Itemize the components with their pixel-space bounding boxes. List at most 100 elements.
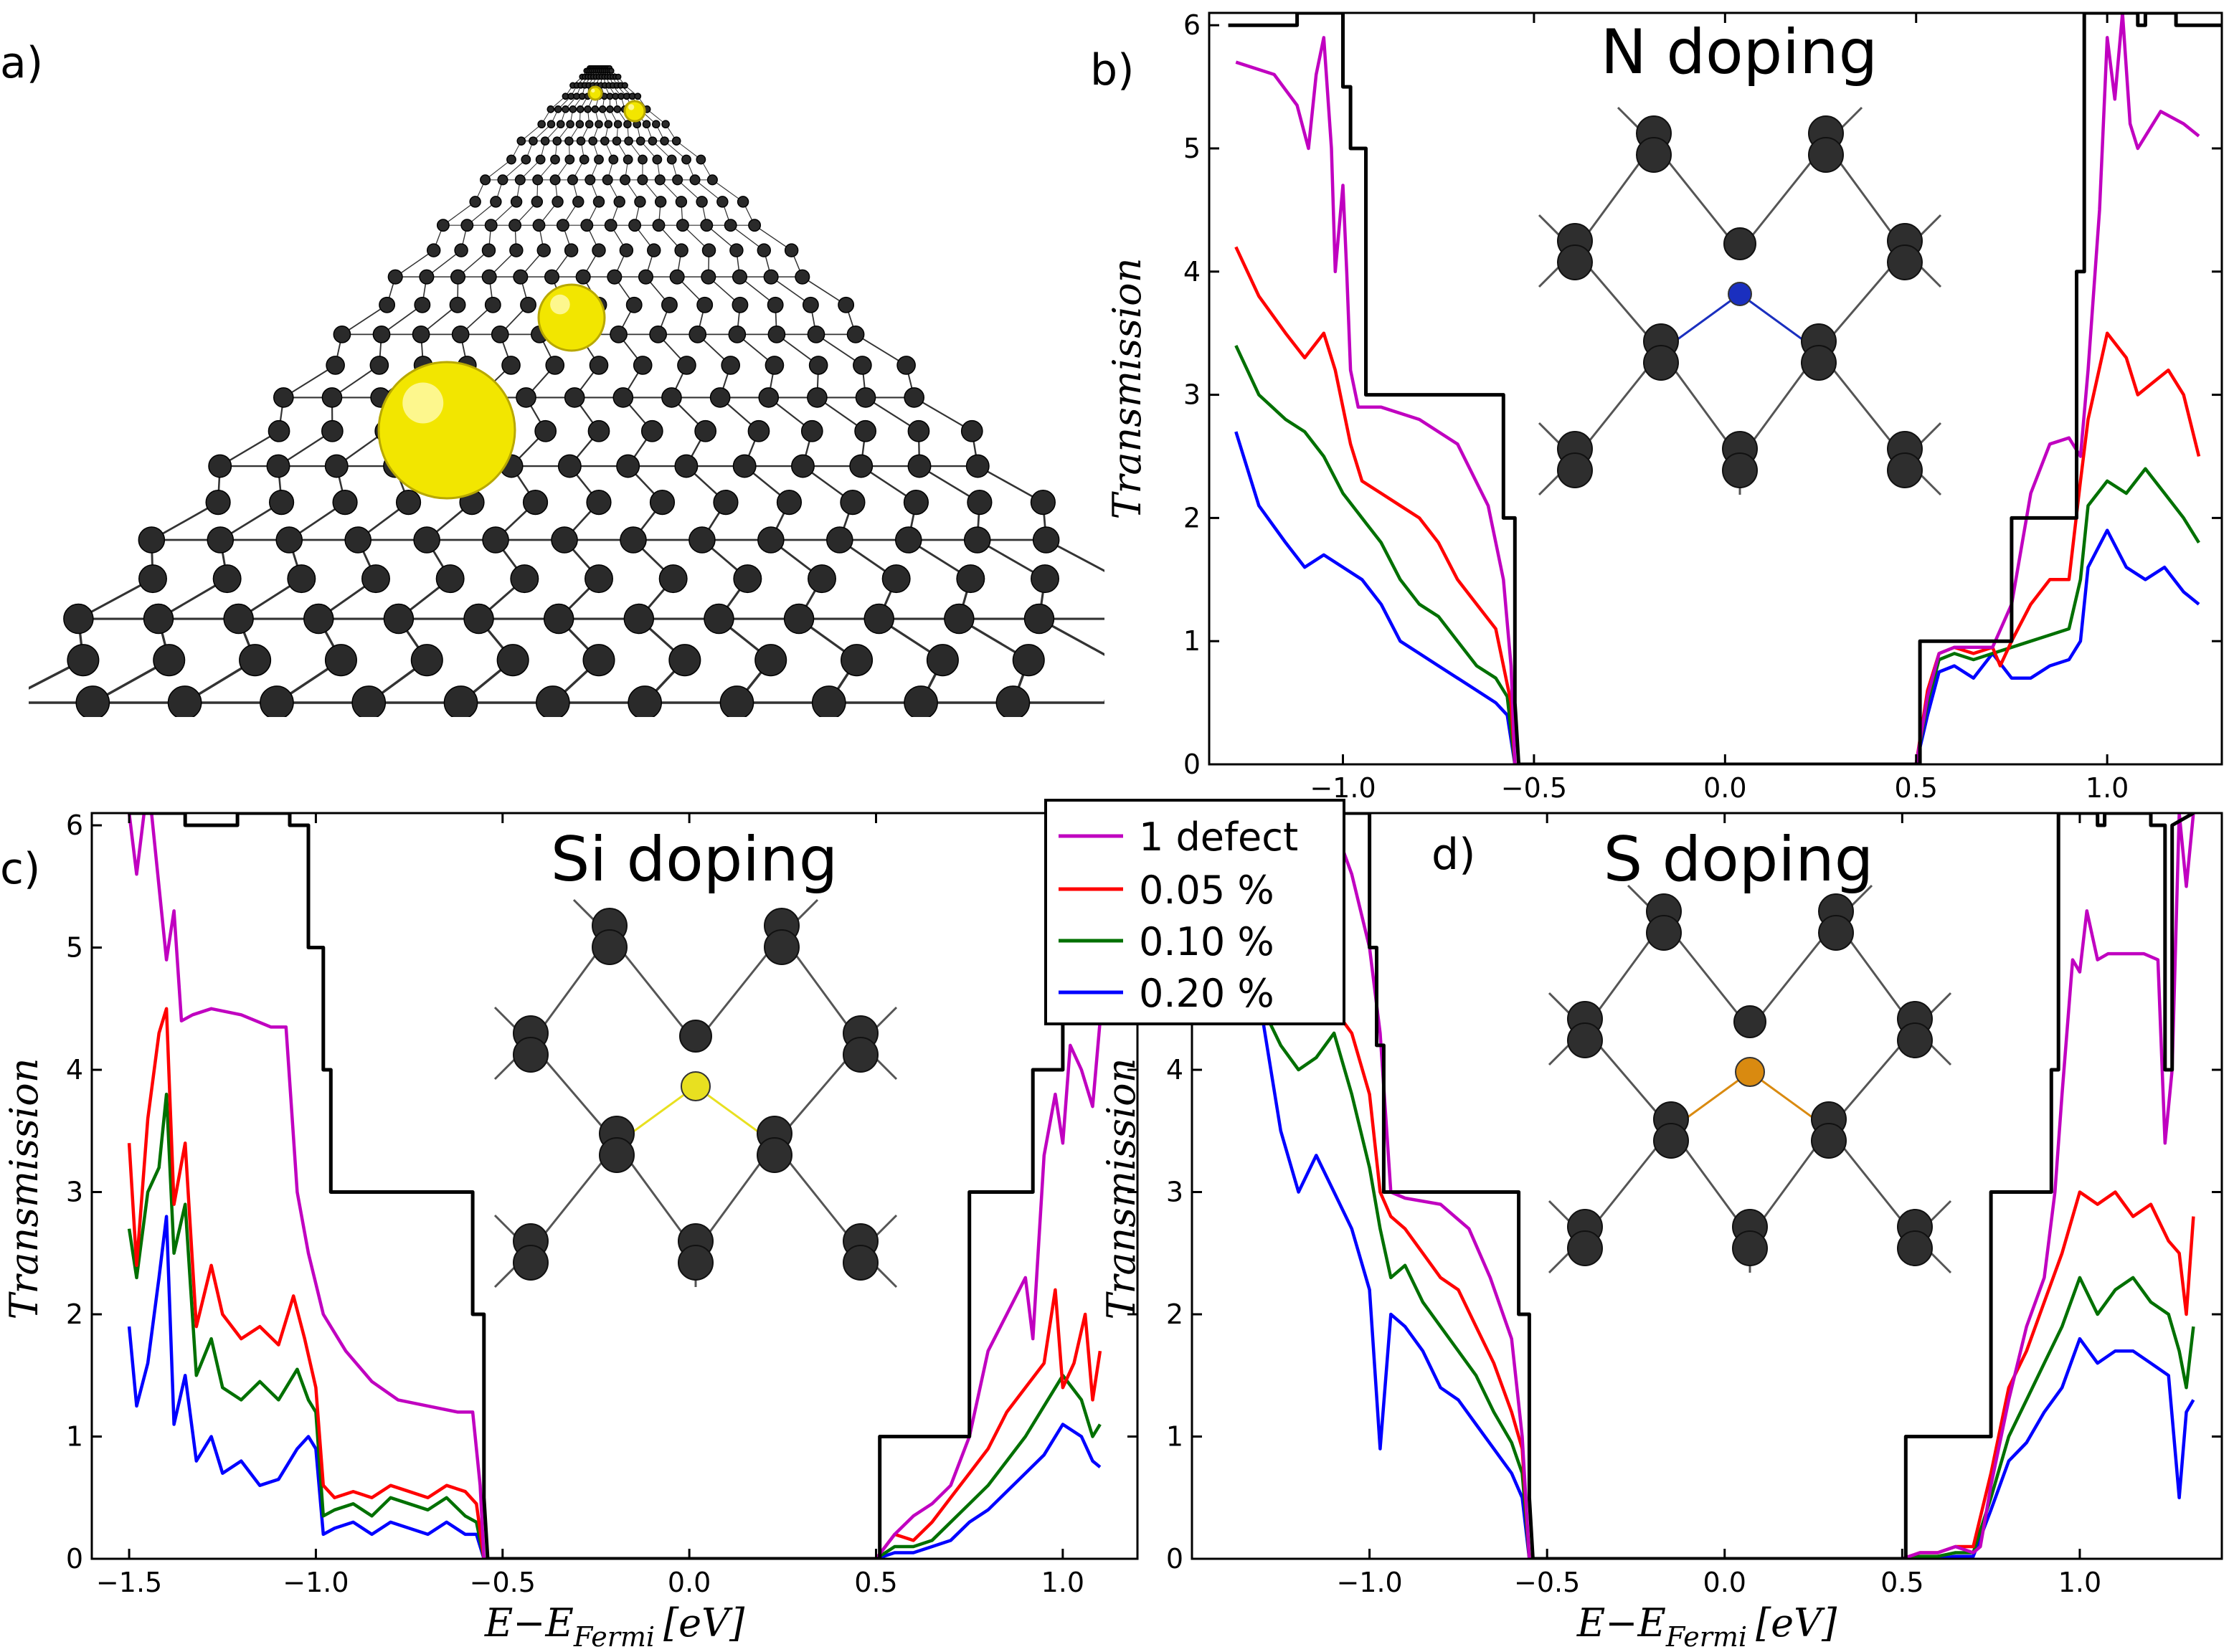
- y-tick-label: 5: [66, 932, 83, 964]
- carbon-atom: [967, 490, 993, 516]
- carbon-atom: [956, 564, 985, 594]
- carbon-atom: [840, 490, 866, 516]
- carbon-atom: [344, 526, 372, 554]
- carbon-atom: [562, 105, 569, 113]
- carbon-atom: [324, 644, 357, 677]
- carbon-atom: [564, 243, 579, 257]
- carbon-atom: [668, 644, 701, 677]
- y-tick-label: 3: [1166, 1177, 1183, 1208]
- carbon-atom: [321, 419, 344, 442]
- carbon-atom: [621, 82, 628, 89]
- dopant-structure-inset: [1538, 106, 1942, 496]
- carbon-atom: [275, 526, 303, 554]
- y-tick-label: 4: [1183, 256, 1201, 288]
- carbon-atom: [854, 419, 877, 442]
- carbon-atom: [669, 269, 685, 285]
- carbon-atom: [75, 685, 110, 717]
- carbon-atom: [783, 603, 815, 635]
- series-group: [1261, 813, 2195, 1559]
- carbon-atom: [790, 454, 815, 478]
- chart-title: Si doping: [551, 824, 838, 896]
- carbon-atom: [1023, 603, 1055, 635]
- carbon-atom: [549, 174, 561, 186]
- carbon-atom: [268, 490, 295, 516]
- carbon-atom: [678, 1245, 714, 1281]
- carbon-atom: [153, 644, 186, 677]
- carbon-atom: [0, 686, 17, 719]
- carbon-atom: [508, 219, 522, 232]
- carbon-atom: [351, 685, 387, 717]
- carbon-atom: [585, 174, 596, 186]
- carbon-atom: [207, 526, 235, 554]
- carbon-atom: [552, 196, 564, 208]
- carbon-atom: [671, 136, 681, 146]
- carbon-atom: [706, 174, 718, 186]
- carbon-atom: [624, 136, 633, 146]
- carbon-atom: [536, 243, 551, 257]
- carbon-atom: [588, 136, 598, 146]
- carbon-atom: [529, 136, 538, 146]
- carbon-atom: [326, 356, 345, 375]
- nanoribbon-3d-render: [0, 65, 1104, 719]
- carbon-atom: [490, 196, 502, 208]
- carbon-atom: [661, 296, 678, 313]
- carbon-atom: [463, 603, 494, 635]
- carbon-atom: [480, 174, 491, 186]
- carbon-atom: [628, 685, 662, 717]
- panel-d-label: d): [1431, 830, 1476, 880]
- chart-title: N doping: [1601, 16, 1878, 88]
- carbon-atom: [167, 685, 202, 717]
- carbon-atom: [634, 92, 642, 100]
- carbon-atom: [661, 387, 682, 408]
- carbon-atom: [843, 1037, 879, 1073]
- carbon-atom: [387, 269, 403, 285]
- carbon-atom: [896, 356, 916, 375]
- carbon-atom: [324, 454, 349, 478]
- y-tick-label: 3: [1183, 379, 1201, 411]
- carbon-atom: [1557, 245, 1593, 280]
- carbon-atom: [545, 356, 565, 375]
- carbon-atom: [615, 73, 622, 80]
- carbon-atom: [765, 356, 785, 375]
- carbon-atom: [383, 603, 415, 635]
- carbon-atom: [412, 326, 430, 343]
- carbon-atom: [212, 564, 242, 594]
- series-line-005: [1261, 813, 2195, 1559]
- carbon-atom: [688, 326, 707, 343]
- carbon-atom: [557, 454, 582, 478]
- x-tick-label: 1.0: [2086, 772, 2129, 804]
- ribbon-bond: [341, 304, 388, 336]
- carbon-atom: [963, 526, 991, 554]
- x-tick-label: −1.0: [1310, 772, 1376, 804]
- plot-frame: [1208, 11, 2223, 766]
- carbon-atom: [303, 603, 334, 635]
- carbon-atom: [580, 219, 594, 232]
- carbon-atom: [63, 603, 94, 635]
- carbon-atom: [604, 120, 613, 129]
- legend-entry: 1 defect: [1059, 815, 1298, 860]
- carbon-atom: [419, 269, 435, 285]
- y-tick-label: 1: [1183, 625, 1201, 657]
- carbon-atom: [566, 120, 574, 129]
- carbon-atom: [1801, 345, 1837, 381]
- carbon-atom: [757, 1137, 792, 1173]
- carbon-atom: [587, 419, 610, 442]
- carbon-atom: [965, 454, 990, 478]
- carbon-atom: [607, 269, 623, 285]
- carbon-atom: [855, 387, 876, 408]
- dopant-highlight: [550, 294, 570, 315]
- series-line-020: [1234, 431, 2200, 764]
- carbon-atom: [592, 196, 605, 208]
- carbon-atom: [758, 387, 780, 408]
- carbon-atom: [666, 154, 677, 165]
- x-axis-label: E−EFermi [eV]: [484, 1600, 745, 1652]
- carbon-atom: [532, 219, 546, 232]
- x-tick-label: −0.5: [470, 1567, 536, 1598]
- legend-label: 0.10 %: [1139, 919, 1274, 964]
- carbon-atom: [598, 105, 607, 113]
- plot-frame: [1191, 812, 2223, 1560]
- carbon-atom: [592, 929, 628, 965]
- x-axis-label: E−EFermi [eV]: [1576, 1600, 1837, 1652]
- carbon-atom: [995, 685, 1031, 717]
